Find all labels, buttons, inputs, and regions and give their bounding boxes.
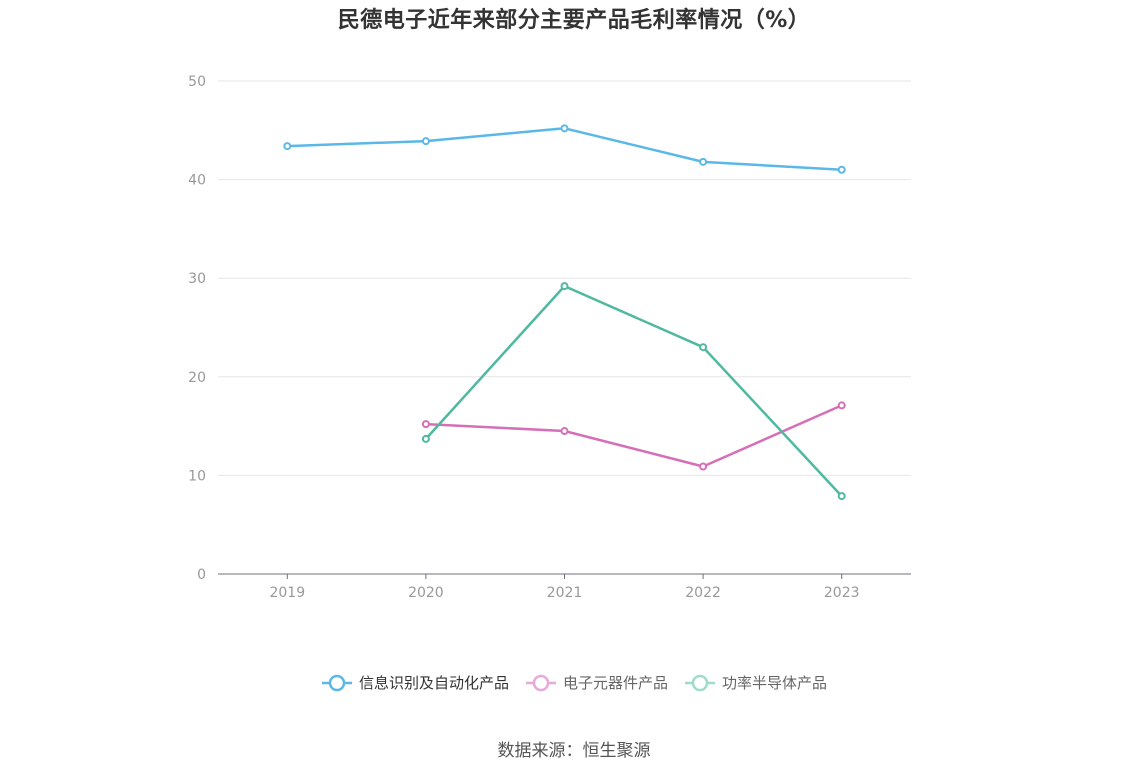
x-tick-label: 2023 [824, 585, 860, 601]
legend-item-electronic-components[interactable]: 电子元器件产品 [525, 672, 668, 693]
x-tick-label: 2020 [408, 585, 444, 601]
y-tick-label: 30 [188, 271, 206, 287]
legend: 信息识别及自动化产品 电子元器件产品 功率半导体产品 [0, 672, 1148, 693]
data-point[interactable] [283, 142, 292, 151]
data-point[interactable] [560, 427, 569, 436]
data-point[interactable] [560, 124, 569, 133]
x-tick-label: 2021 [547, 585, 583, 601]
y-tick-label: 10 [188, 468, 206, 484]
y-tick-label: 0 [197, 567, 206, 583]
y-tick-label: 20 [188, 370, 206, 386]
data-point[interactable] [699, 157, 708, 166]
x-tick-label: 2022 [685, 585, 721, 601]
grid-lines [218, 80, 911, 476]
data-point[interactable] [699, 462, 708, 471]
series-line-0 [287, 127, 842, 171]
x-tick-label: 2019 [269, 585, 305, 601]
legend-marker-icon [321, 674, 352, 691]
series-line-1 [425, 404, 843, 468]
data-point[interactable] [421, 420, 430, 429]
chart-title: 民德电子近年来部分主要产品毛利率情况（%） [337, 8, 811, 33]
series-lines [287, 127, 843, 497]
legend-marker-icon [685, 674, 715, 691]
data-points [283, 124, 846, 501]
legend-label: 功率半导体产品 [722, 674, 828, 692]
series-line-2 [424, 284, 843, 497]
data-point[interactable] [837, 165, 846, 174]
data-point[interactable] [421, 434, 430, 443]
legend-marker-icon [525, 674, 556, 691]
line-chart: 0 10 20 30 40 50 2019 2020 2021 2022 2023 [188, 74, 911, 601]
legend-label: 信息识别及自动化产品 [358, 674, 509, 692]
y-tick-label: 50 [188, 74, 206, 90]
data-point[interactable] [699, 343, 708, 352]
legend-item-power-semiconductor[interactable]: 功率半导体产品 [684, 672, 827, 693]
legend-label: 电子元器件产品 [562, 674, 668, 692]
data-point[interactable] [837, 401, 846, 410]
data-point[interactable] [560, 282, 569, 291]
axes: 0 10 20 30 40 50 2019 2020 2021 2022 2023 [188, 74, 911, 601]
data-point[interactable] [421, 137, 430, 146]
data-source: 数据来源：恒生聚源 [497, 741, 651, 761]
y-tick-label: 40 [188, 173, 206, 189]
data-point[interactable] [837, 492, 846, 501]
legend-item-info-automation[interactable]: 信息识别及自动化产品 [321, 672, 509, 693]
